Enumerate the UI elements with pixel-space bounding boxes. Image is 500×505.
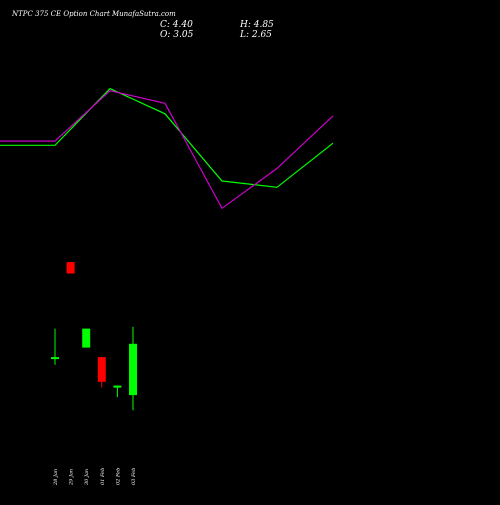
date-label: 29 Jan xyxy=(69,469,75,486)
candle xyxy=(51,328,59,365)
indicator-lines xyxy=(0,87,334,210)
high-label: H: 4.85 xyxy=(239,20,274,30)
candle-body xyxy=(66,262,75,274)
indicator-line-2 xyxy=(0,90,334,210)
candle-body xyxy=(97,357,106,382)
date-label: 03 Feb xyxy=(131,468,137,485)
candles xyxy=(51,262,137,411)
candle-body xyxy=(129,343,137,396)
date-label: 02 Feb xyxy=(115,468,121,485)
candle-body xyxy=(82,328,91,348)
candle xyxy=(66,262,75,274)
chart-title: NTPC 375 CE Option Chart MunafaSutra.com xyxy=(11,10,176,18)
date-labels: 28 Jan 29 Jan 30 Jan 01 Feb 02 Feb 03 Feb xyxy=(53,468,137,486)
candle xyxy=(97,357,106,388)
candle-body xyxy=(113,385,122,388)
date-label: 30 Jan xyxy=(84,469,90,485)
date-label: 28 Jan xyxy=(53,469,59,486)
low-label: L: 2.65 xyxy=(239,30,272,40)
date-label: 01 Feb xyxy=(100,468,106,485)
candle xyxy=(113,385,122,397)
open-label: O: 3.05 xyxy=(160,30,194,40)
indicator-line-1 xyxy=(0,87,334,188)
close-label: C: 4.40 xyxy=(160,20,193,30)
candle xyxy=(129,326,137,411)
candle xyxy=(82,328,91,348)
candle-body xyxy=(51,357,59,360)
